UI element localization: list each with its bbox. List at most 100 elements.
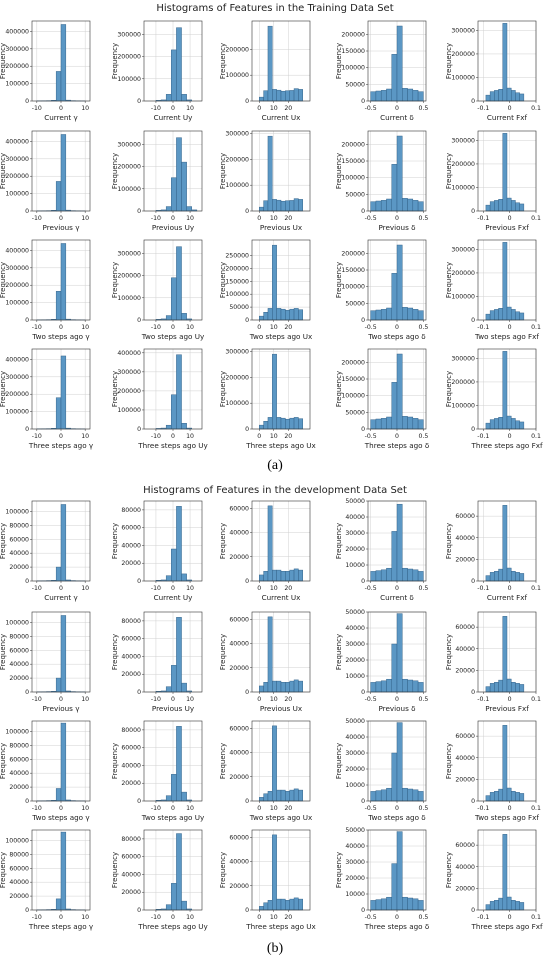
histogram-bar bbox=[391, 643, 398, 693]
histogram-bar bbox=[391, 531, 398, 582]
histogram-bar bbox=[506, 787, 512, 802]
histogram-bar bbox=[259, 206, 264, 212]
y-axis-label: Frequency bbox=[111, 43, 119, 79]
histogram-bar bbox=[396, 353, 403, 430]
x-axis-label: Two steps ago Fxf bbox=[474, 813, 539, 822]
histogram-bar bbox=[60, 355, 67, 430]
histogram-bar bbox=[285, 791, 290, 802]
histogram-bar bbox=[402, 567, 408, 582]
y-tick-label: 0 bbox=[137, 98, 141, 105]
y-tick-label: 100000 bbox=[117, 295, 141, 302]
figure-a-title: Histograms of Features in the Training D… bbox=[156, 3, 393, 14]
y-tick-label: 60000 bbox=[455, 733, 475, 740]
histogram-bar bbox=[276, 680, 282, 693]
histogram-bar bbox=[386, 896, 392, 911]
y-tick-label: 0 bbox=[25, 426, 29, 433]
y-tick-label: 200000 bbox=[225, 156, 249, 163]
histogram-bar bbox=[176, 506, 182, 582]
histogram-bar bbox=[407, 568, 414, 582]
histogram-bar bbox=[412, 90, 419, 102]
histogram-bar bbox=[498, 897, 504, 911]
y-tick-label: 400000 bbox=[5, 28, 29, 35]
y-tick-label: 40000 bbox=[121, 762, 141, 769]
histogram-bar bbox=[515, 202, 520, 212]
histogram-bar bbox=[298, 309, 303, 321]
x-tick-label: 10 bbox=[186, 105, 194, 112]
y-tick-label: 200000 bbox=[5, 391, 29, 398]
histogram-bar bbox=[55, 788, 62, 802]
y-tick-label: 150000 bbox=[341, 376, 365, 383]
x-tick-label: 10 bbox=[186, 433, 194, 440]
x-tick-label: 0 bbox=[257, 105, 261, 112]
y-tick-label: 100000 bbox=[5, 728, 29, 735]
histogram-bar bbox=[402, 678, 408, 693]
y-tick-label: 400000 bbox=[117, 350, 141, 357]
y-axis-label: Frequency bbox=[335, 634, 343, 670]
histogram-bar bbox=[498, 89, 504, 102]
histogram-bar bbox=[276, 569, 282, 582]
x-tick-label: 0 bbox=[257, 215, 261, 222]
y-tick-label: 0 bbox=[471, 317, 475, 324]
histogram-bar bbox=[386, 416, 392, 430]
y-axis-label: Frequency bbox=[219, 743, 227, 779]
plot-frame bbox=[251, 611, 311, 693]
histogram-bar bbox=[298, 680, 303, 693]
histogram-bar bbox=[386, 198, 392, 212]
y-tick-label: 0 bbox=[137, 578, 141, 585]
histogram-bar bbox=[485, 422, 491, 430]
histogram-bar bbox=[171, 548, 177, 582]
y-axis-label: Frequency bbox=[0, 153, 7, 189]
x-tick-label: 10 bbox=[81, 433, 89, 440]
histogram-bar bbox=[489, 419, 495, 430]
x-tick-label: 0 bbox=[171, 433, 175, 440]
histogram-bar bbox=[489, 91, 495, 102]
histogram-bar bbox=[506, 87, 512, 102]
y-tick-label: 300000 bbox=[451, 27, 475, 34]
histogram-bar bbox=[489, 201, 495, 212]
x-tick-label: 0 bbox=[508, 105, 512, 112]
x-axis-label: Current Uy bbox=[154, 593, 194, 602]
histogram-bar bbox=[489, 683, 495, 693]
y-tick-label: 20000 bbox=[455, 556, 475, 563]
x-axis-label: Two steps ago γ bbox=[31, 813, 90, 822]
histogram-bar bbox=[293, 308, 299, 321]
x-tick-label: 0 bbox=[171, 215, 175, 222]
y-axis-label: Frequency bbox=[445, 852, 453, 888]
histogram-bar bbox=[181, 94, 187, 102]
histogram-bar bbox=[293, 679, 299, 693]
subplot: 0 20000 40000 60000 80000 -10 0 10 Frequency Prev… bbox=[111, 611, 203, 713]
x-axis-label: Current Fxf bbox=[487, 113, 528, 122]
x-tick-label: 0 bbox=[171, 805, 175, 812]
histogram-bar bbox=[375, 90, 382, 102]
y-tick-label: 10000 bbox=[345, 782, 365, 789]
histogram-bar bbox=[417, 900, 424, 911]
histogram-bar bbox=[515, 92, 520, 102]
x-axis-label: Three steps ago Fxf bbox=[470, 441, 542, 450]
x-tick-label: 0 bbox=[257, 433, 261, 440]
y-tick-label: 50000 bbox=[345, 718, 365, 725]
y-tick-label: 300000 bbox=[5, 265, 29, 272]
x-tick-label: 0.1 bbox=[531, 105, 541, 112]
histogram-bar bbox=[417, 571, 424, 582]
y-tick-label: 20000 bbox=[9, 784, 29, 791]
y-tick-label: 20000 bbox=[455, 776, 475, 783]
histogram-bar bbox=[380, 309, 387, 321]
histogram-bar bbox=[259, 685, 264, 693]
x-tick-label: 10 bbox=[81, 696, 89, 703]
histogram-bar bbox=[391, 54, 398, 102]
histogram-bar bbox=[386, 88, 392, 102]
histogram-bar bbox=[165, 575, 172, 582]
histogram-bar bbox=[417, 310, 424, 321]
histogram-bar bbox=[506, 896, 512, 911]
y-tick-label: 0 bbox=[361, 426, 365, 433]
histogram-bar bbox=[510, 682, 516, 693]
histogram-bar bbox=[412, 898, 419, 911]
x-tick-label: -0.1 bbox=[477, 805, 489, 812]
y-tick-label: 300000 bbox=[5, 156, 29, 163]
histogram-bar bbox=[285, 571, 290, 582]
histogram-bar bbox=[267, 308, 273, 321]
